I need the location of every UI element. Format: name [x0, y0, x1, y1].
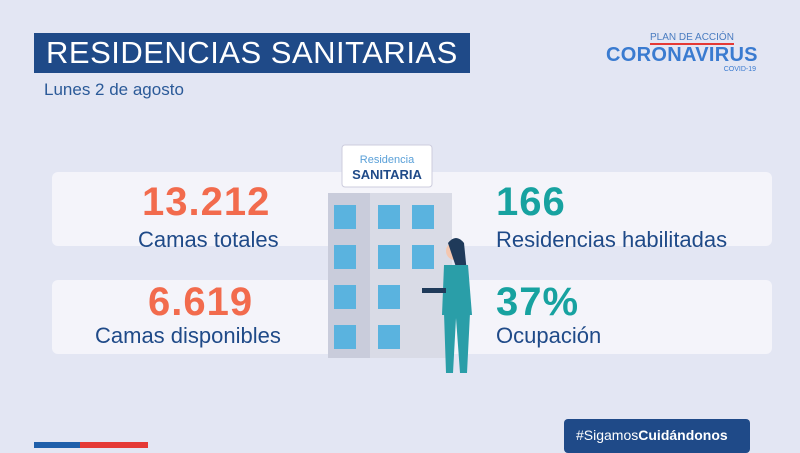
available-beds-value: 6.619 [148, 280, 254, 324]
total-beds-label: Camas totales [138, 227, 279, 252]
building-nurse-illustration: Residencia SANITARIA [328, 144, 472, 373]
total-beds-value: 13.212 [142, 180, 271, 224]
logo-line1: PLAN DE ACCIÓN [650, 32, 734, 45]
occupancy-label: Ocupación [496, 323, 602, 348]
logo-line2: CORONAVIRUS [606, 44, 758, 66]
flag-stripe [34, 442, 148, 448]
date-label: Lunes 2 de agosto [44, 80, 184, 99]
sign-board [341, 144, 433, 188]
residences-value: 166 [496, 180, 566, 224]
residences-label: Residencias habilitadas [496, 227, 728, 252]
hashtag-badge: #SigamosCuidándonos [564, 419, 750, 453]
coronavirus-logo: PLAN DE ACCIÓN CORONAVIRUS COVID-19 [606, 28, 758, 73]
available-beds-label: Camas disponibles [95, 323, 281, 348]
sign-line1: Residencia [360, 154, 415, 166]
hashtag-light: #Sigamos [576, 427, 639, 443]
nurse-body [442, 265, 472, 315]
page-title: RESIDENCIAS SANITARIAS [34, 33, 470, 73]
occupancy-value: 37% [496, 280, 580, 324]
sign-line2: SANITARIA [352, 167, 422, 182]
logo-line3: COVID-19 [723, 66, 756, 73]
hashtag-bold: Cuidándonos [638, 427, 728, 443]
